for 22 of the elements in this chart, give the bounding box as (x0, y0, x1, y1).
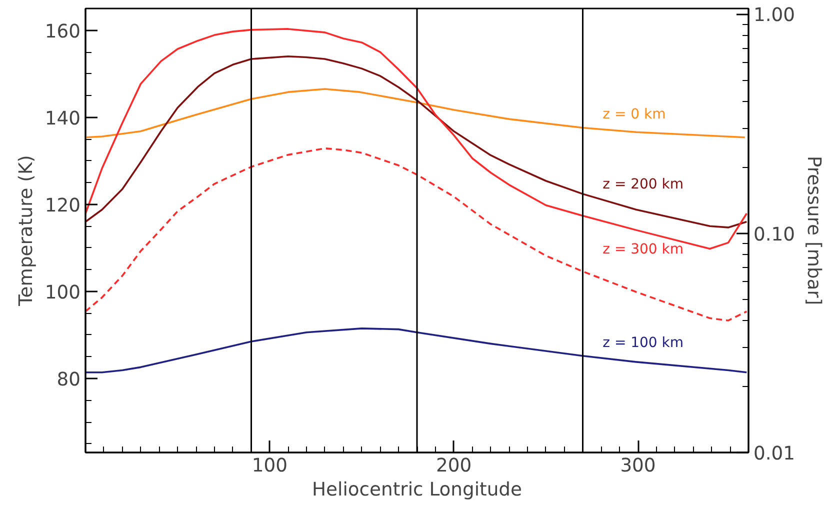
y-tick-label: 100 (44, 282, 80, 304)
x-axis-title: Heliocentric Longitude (312, 480, 522, 500)
y2-axis-title: Pressure [mbar] (803, 156, 824, 306)
x-tick-label: 200 (436, 456, 472, 476)
series-label: z = 200 km (602, 176, 684, 193)
y-tick-label: 120 (44, 195, 80, 216)
series-label: z = 0 km (602, 106, 666, 122)
line-series (86, 55, 748, 228)
y2-tick-label: 0.01 (754, 444, 796, 464)
y-tick-label: 160 (44, 21, 80, 42)
x-tick-label: 300 (620, 456, 656, 476)
line-series (86, 147, 748, 322)
line-series (86, 328, 748, 374)
line-series (86, 88, 746, 138)
x-tick-label: 100 (252, 456, 288, 476)
y-axis-title: Temperature (K) (16, 155, 37, 307)
series-label: z = 100 km (602, 335, 684, 352)
y-tick-label: 140 (44, 108, 80, 130)
y2-tick-label: 0.10 (754, 224, 796, 246)
series-label: z = 300 km (602, 241, 684, 258)
y-tick-label: 80 (56, 370, 81, 390)
y2-tick-label: 1.00 (754, 5, 796, 26)
